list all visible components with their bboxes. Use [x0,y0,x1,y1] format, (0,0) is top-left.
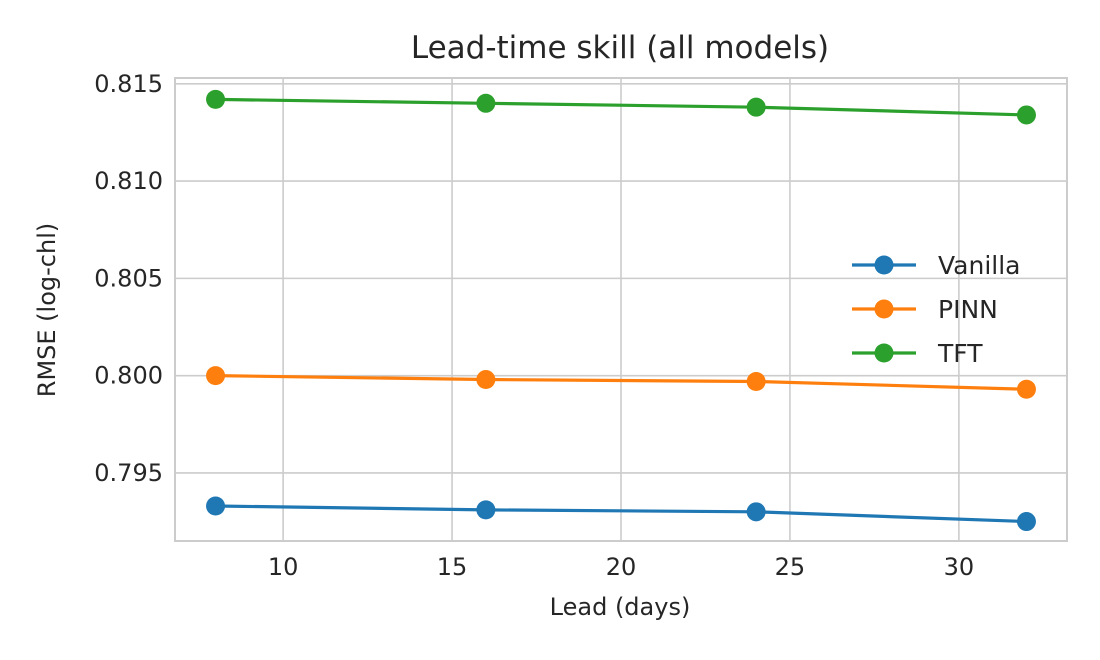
chart-title: Lead-time skill (all models) [411,30,829,66]
data-point-vanilla [476,500,496,520]
legend-item-vanilla: Vanilla [852,251,1020,280]
legend-item-tft: TFT [852,339,983,368]
y-axis-ticks: 0.795 0.800 0.805 0.810 0.815 [94,70,163,487]
legend-label-tft: TFT [937,339,983,368]
x-axis-ticks: 10 15 20 25 30 [268,553,974,581]
x-tick-label: 15 [437,553,468,581]
series-vanilla [206,496,1036,532]
y-tick-label: 0.810 [94,167,163,195]
legend-marker-pinn [874,299,894,319]
data-point-vanilla [1016,512,1036,532]
legend-label-vanilla: Vanilla [938,251,1020,280]
data-point-pinn [746,371,766,391]
series-line-tft [215,97,1027,117]
legend-marker-tft [874,343,894,363]
legend-marker-vanilla [874,255,894,275]
legend-item-pinn: PINN [852,295,998,324]
data-point-tft [1016,105,1036,125]
series-line-vanilla [215,504,1027,524]
data-point-vanilla [206,496,226,516]
x-tick-label: 25 [775,553,806,581]
y-tick-label: 0.805 [94,264,163,292]
data-point-pinn [206,366,226,386]
legend-label-pinn: PINN [938,295,998,324]
series-group [206,89,1036,532]
y-tick-label: 0.800 [94,362,163,390]
x-tick-label: 10 [268,553,299,581]
data-point-pinn [1016,379,1036,399]
data-point-tft [476,93,496,113]
series-pinn [206,366,1036,399]
plot-frame [174,77,1068,542]
y-tick-label: 0.815 [94,70,163,98]
data-point-tft [206,89,226,109]
data-point-vanilla [746,502,766,522]
data-point-tft [746,97,766,117]
legend: Vanilla PINN TFT [852,251,1020,368]
series-line-pinn [215,374,1027,391]
x-tick-label: 30 [944,553,975,581]
x-axis-label: Lead (days) [550,593,691,621]
data-point-pinn [476,370,496,390]
series-tft [206,89,1036,125]
y-tick-label: 0.795 [94,459,163,487]
x-tick-label: 20 [606,553,637,581]
y-axis-label: RMSE (log-chl) [33,223,61,397]
